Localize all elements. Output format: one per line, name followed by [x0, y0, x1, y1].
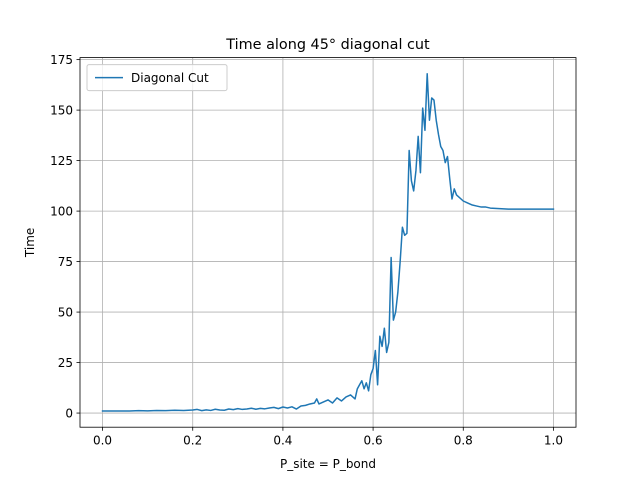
x-tick-label: 1.0	[544, 434, 563, 448]
y-axis-label: Time	[23, 228, 37, 258]
y-tick-label: 25	[58, 356, 73, 370]
x-tick-label: 0.8	[454, 434, 473, 448]
x-tick-label: 0.4	[273, 434, 292, 448]
x-tick-label: 0.2	[183, 434, 202, 448]
x-tick-label: 0.0	[93, 434, 112, 448]
series-line-diagonal-cut	[101, 73, 555, 412]
y-tick-label: 125	[50, 154, 73, 168]
axes-frame	[79, 57, 577, 428]
legend-box	[86, 64, 228, 92]
y-tick-label: 150	[50, 103, 73, 117]
y-tick-label: 75	[58, 255, 73, 269]
y-tick-label: 100	[50, 204, 73, 218]
x-tick-label: 0.6	[364, 434, 383, 448]
y-tick-label: 50	[58, 305, 73, 319]
y-tick-label: 175	[50, 53, 73, 67]
chart-title: Time along 45° diagonal cut	[225, 37, 430, 53]
ticks: 0.0 0.2 0.4 0.6 0.8 1.0 0 25 50 75 100 125 150 175	[50, 53, 563, 448]
y-tick-label: 0	[65, 406, 73, 420]
legend-label: Diagonal Cut	[131, 71, 209, 85]
x-axis-label: P_site = P_bond	[280, 457, 376, 471]
series-layer	[101, 73, 555, 412]
grid	[80, 57, 576, 428]
legend: Diagonal Cut	[86, 64, 228, 92]
